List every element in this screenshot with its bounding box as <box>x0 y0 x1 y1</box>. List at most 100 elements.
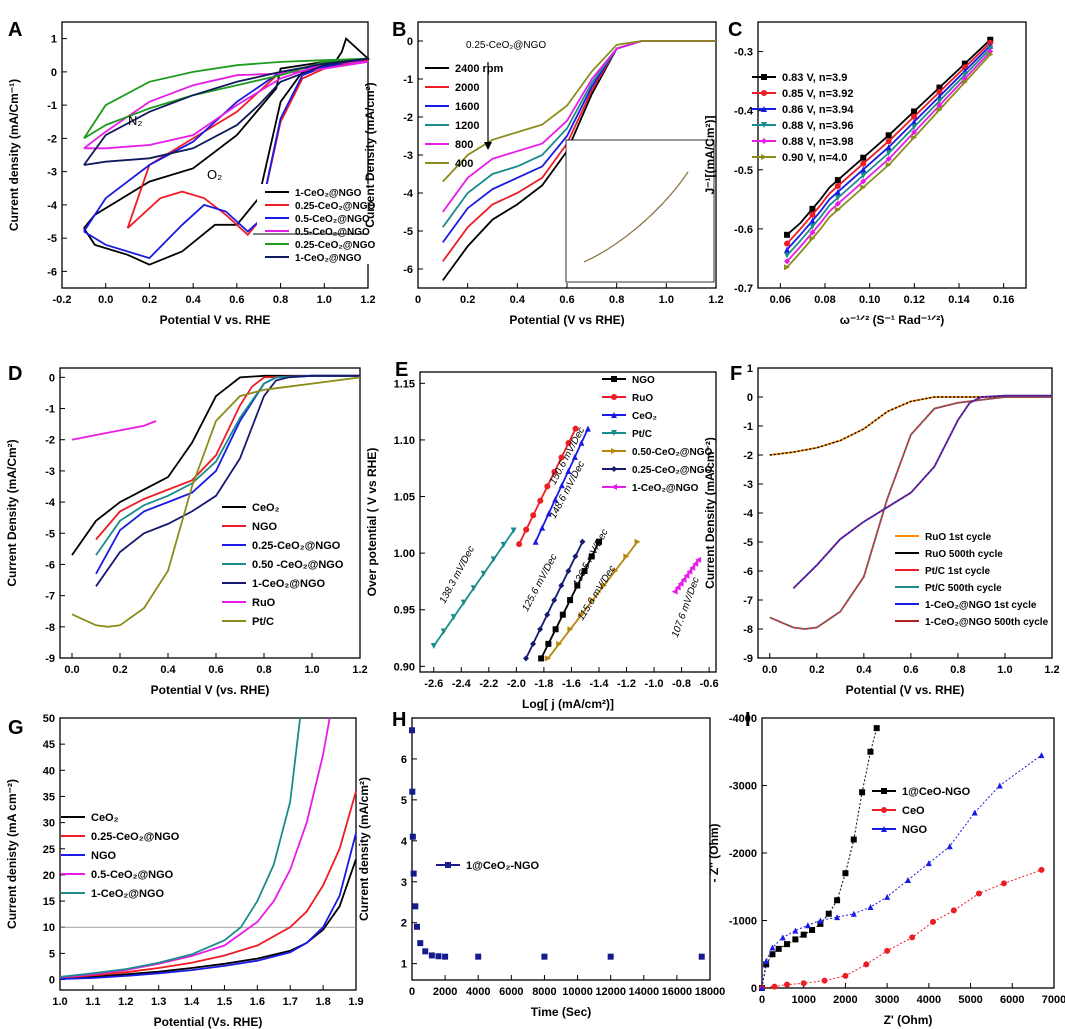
y-tick-label: -2 <box>47 133 57 145</box>
legend-entry: 800 <box>455 139 473 151</box>
data-point <box>850 836 857 843</box>
y-tick-label: -2 <box>743 450 753 462</box>
x-tick-label: -2.2 <box>479 678 498 690</box>
legend-marker <box>445 862 451 868</box>
series-line <box>761 727 878 989</box>
data-point <box>860 166 867 173</box>
data-point <box>975 890 982 897</box>
data-point <box>572 553 579 560</box>
data-point <box>541 953 548 960</box>
data-point <box>911 134 918 141</box>
legend: CeO₂ NGO 0.25-CeO₂@NGO 0.50 -CeO₂@NGO 1-CeO₂… <box>222 502 344 628</box>
x-tick-label: 0.6 <box>903 664 918 676</box>
y-tick-label: 2 <box>401 918 407 930</box>
y-tick-label: -8 <box>45 622 55 634</box>
legend-entry: 0.88 V, n=3.98 <box>782 136 853 148</box>
data-point <box>686 568 693 575</box>
x-tick-label: 0.6 <box>229 294 244 306</box>
legend-entry: RuO 1st cycle <box>925 532 992 543</box>
legend-entry: 0.25-CeO₂@NGO <box>252 540 341 552</box>
series-line <box>442 40 716 183</box>
x-tick-label: 1.2 <box>708 294 723 306</box>
data-point <box>417 940 424 947</box>
data-point <box>559 611 566 618</box>
data-point <box>784 252 791 259</box>
legend-entry: 400 <box>455 158 473 170</box>
y-tick-label: 0 <box>747 392 753 404</box>
data-point <box>809 211 816 218</box>
x-axis-label: ω⁻¹ᐟ² (S⁻¹ Rad⁻¹ᐟ²) <box>840 313 945 327</box>
y-tick-label: -2000 <box>729 848 757 860</box>
data-point <box>500 541 507 548</box>
data-point <box>692 560 699 567</box>
data-point <box>834 206 841 213</box>
series-line <box>786 53 991 268</box>
x-tick-label: 1.9 <box>348 996 363 1008</box>
x-tick-label: -1.4 <box>589 678 609 690</box>
legend-entry: 1-CeO₂@NGO <box>91 888 165 900</box>
legend-marker <box>611 466 617 472</box>
x-tick-label: 0.6 <box>559 294 574 306</box>
panel-C: C 0.06 0.08 0.10 0.12 0.14 0.16 -0.7 -0.6 -0.5 -0.… <box>703 19 1027 327</box>
chart-title: 0.25-CeO₂@NGO <box>466 40 546 51</box>
slope-annotation: 125.6 mV/Dec <box>520 552 559 613</box>
series-line <box>71 420 157 441</box>
legend: 1@CeO-NGO CeO NGO <box>872 786 971 836</box>
legend-marker <box>761 122 767 128</box>
y-tick-label: 1.15 <box>394 378 415 390</box>
x-tick-label: 0.2 <box>809 664 824 676</box>
x-tick-label: 2000 <box>433 986 457 998</box>
x-tick-label: 0.8 <box>256 664 271 676</box>
series-line <box>769 396 1052 630</box>
data-point <box>775 945 782 952</box>
legend-marker <box>761 138 767 144</box>
x-tick-label: -1.6 <box>562 678 581 690</box>
data-point <box>430 642 437 649</box>
data-point <box>544 483 551 490</box>
panel-letter: I <box>745 709 751 731</box>
legend-marker <box>611 376 617 382</box>
x-tick-label: -0.6 <box>700 678 719 690</box>
data-point <box>809 223 816 230</box>
data-point <box>490 556 497 563</box>
data-point <box>850 910 857 917</box>
y-tick-label: 0 <box>49 975 55 987</box>
panel-letter: B <box>392 19 406 41</box>
data-point <box>532 538 539 545</box>
data-point <box>834 200 841 207</box>
series-line <box>786 47 991 257</box>
x-axis-label: Potential (V vs RHE) <box>509 313 624 327</box>
data-point <box>784 240 791 247</box>
x-tick-label: 0.8 <box>609 294 624 306</box>
legend-entry: 1-CeO₂@NGO <box>252 578 326 590</box>
x-tick-label: -0.8 <box>672 678 691 690</box>
legend-entry: 2400 rpm <box>455 63 504 75</box>
data-point <box>911 108 918 115</box>
data-point <box>779 934 786 941</box>
data-point <box>523 655 530 662</box>
data-point <box>565 440 572 447</box>
data-point <box>792 936 799 943</box>
y-tick-label: 6 <box>401 754 407 766</box>
data-point <box>567 597 574 604</box>
y-tick-label: 15 <box>43 896 55 908</box>
data-point <box>936 102 943 109</box>
x-tick-label: 5000 <box>958 994 982 1006</box>
x-tick-label: 1.0 <box>52 996 67 1008</box>
y-axis-label: Current density (mA/cm²) <box>357 777 371 921</box>
x-tick-label: 8000 <box>532 986 556 998</box>
y-tick-label: -4 <box>743 508 754 520</box>
data-point <box>809 229 816 236</box>
series-line <box>95 374 360 556</box>
data-point <box>809 205 816 212</box>
data-point <box>413 923 420 930</box>
y-tick-label: 1 <box>747 363 753 375</box>
legend: 1-CeO₂@NGO 0.25-CeO₂@NGO 0.5-CeO₂@NGO 0.5-C… <box>253 184 376 264</box>
panel-D: D 0.0 0.2 0.4 0.6 0.8 1.0 1.2 -9 -8 -7 -6 -5 -4 -3 -2 -1… <box>5 363 368 697</box>
x-tick-label: 0.12 <box>904 294 925 306</box>
data-point <box>809 235 816 242</box>
legend-marker <box>611 430 617 436</box>
data-point <box>545 510 552 517</box>
x-axis-label: Log[ j (mA/cm²)] <box>522 697 614 711</box>
data-point <box>600 582 607 589</box>
